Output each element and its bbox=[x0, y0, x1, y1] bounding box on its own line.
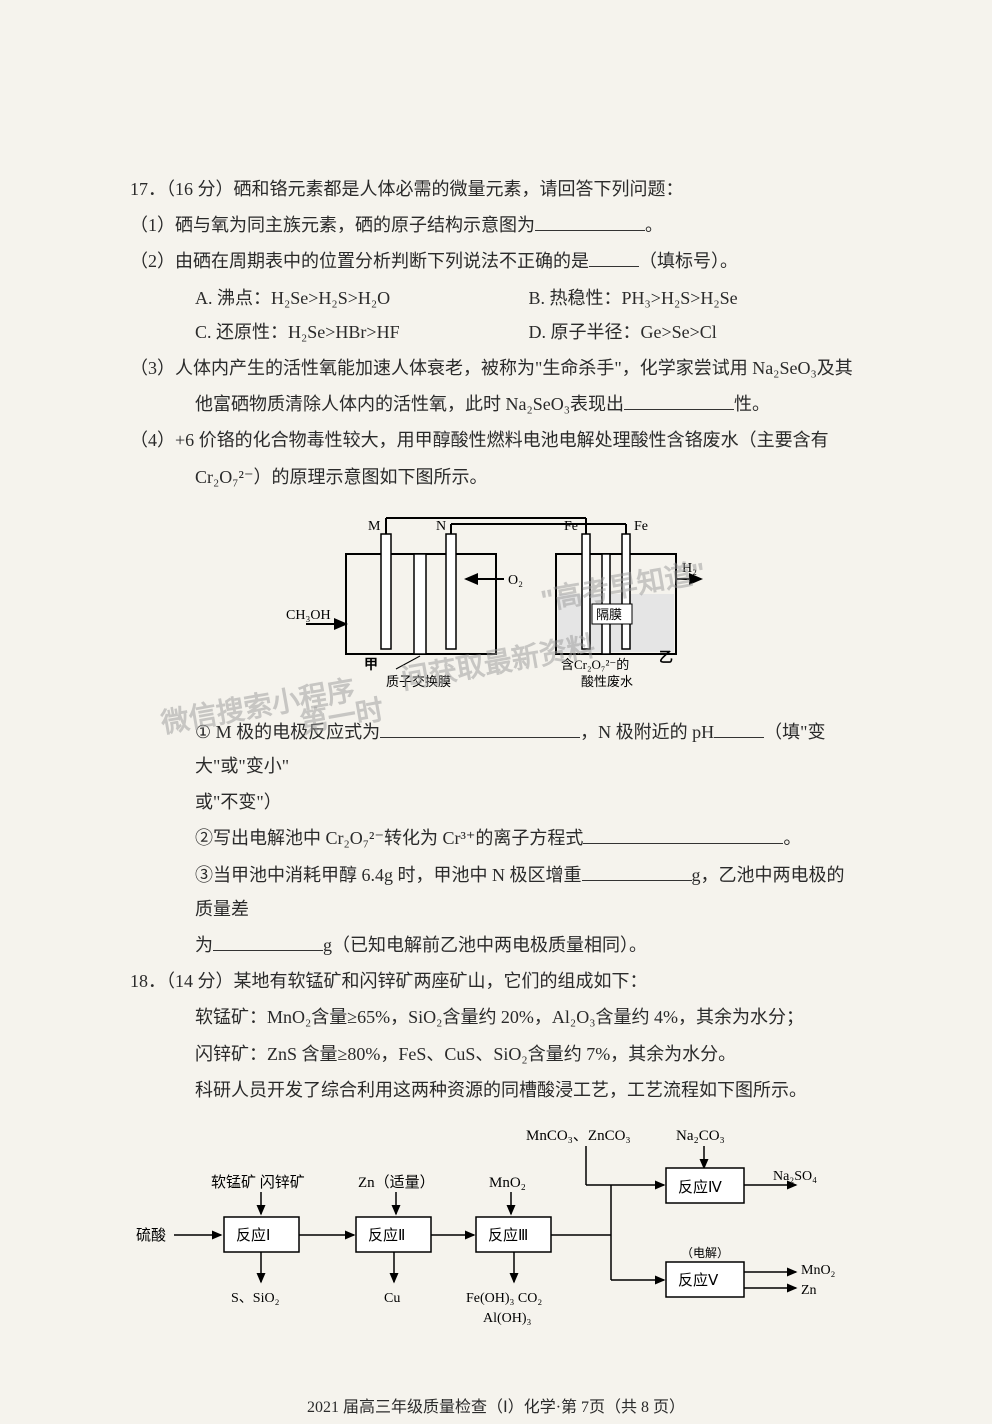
q17-sub3b: 为 g（已知电解前乙池中两电极质量相同）。 bbox=[130, 928, 862, 962]
flow-out-mno2: MnO₂ bbox=[801, 1263, 836, 1278]
blank-atomic-structure bbox=[535, 211, 645, 231]
label-acid2: 酸性废水 bbox=[581, 674, 633, 689]
flow-out-aloh3: Al(OH)₃ bbox=[483, 1311, 532, 1326]
flow-in-ores: 软锰矿 闪锌矿 bbox=[211, 1174, 305, 1191]
blank-ion-eq bbox=[583, 825, 783, 845]
q17-q3d: g（已知电解前乙池中两电极质量相同）。 bbox=[323, 935, 647, 955]
blank-mass-gain bbox=[582, 861, 692, 881]
blank-label bbox=[589, 248, 639, 268]
q17-optB: B. 热稳性：PH₃>H₂S>H₂Se bbox=[529, 281, 863, 315]
flow-out-zn: Zn bbox=[801, 1283, 817, 1298]
flow-out-na2so4: Na₂SO₄ bbox=[773, 1169, 817, 1184]
q17-sub3a: ③当甲池中消耗甲醇 6.4g 时，甲池中 N 极区增重g，乙池中两电极的质量差 bbox=[130, 858, 862, 926]
blank-ph bbox=[714, 718, 764, 738]
label-acid1: 含Cr₂O₇²⁻的 bbox=[561, 657, 629, 672]
flow-box5: 反应Ⅴ bbox=[678, 1271, 719, 1289]
q17-optA: A. 沸点：H₂Se>H₂S>H₂O bbox=[195, 281, 529, 315]
blank-property bbox=[624, 390, 734, 410]
q17-part3b: 他富硒物质清除人体内的活性氧，此时 Na₂SeO₃表现出 性。 bbox=[130, 387, 862, 421]
label-gemo: 隔膜 bbox=[596, 607, 622, 622]
flow-note-electro: （电解） bbox=[681, 1246, 729, 1260]
flow-in-mno2: MnO₂ bbox=[489, 1175, 526, 1191]
q17-part1: （1）硒与氧为同主族元素，硒的原子结构示意图为 。 bbox=[130, 208, 862, 242]
flow-in-na2co3: Na₂CO₃ bbox=[676, 1128, 725, 1144]
q17-q3c: 为 bbox=[195, 935, 213, 955]
label-yi: 乙 bbox=[659, 650, 673, 666]
q17-p2-text: （2）由硒在周期表中的位置分析判断下列说法不正确的是 bbox=[130, 251, 589, 271]
label-H2: H₂ bbox=[682, 561, 697, 576]
label-O2: O₂ bbox=[508, 573, 523, 588]
flow-box4: 反应Ⅳ bbox=[678, 1178, 722, 1196]
page-footer: 2021 届高三年级质量检查（Ⅰ）化学·第 7页（共 8 页） bbox=[130, 1393, 862, 1423]
flow-box2: 反应Ⅱ bbox=[368, 1226, 405, 1244]
q17-sub2: ②写出电解池中 Cr₂O₇²⁻转化为 Cr³⁺的离子方程式 。 bbox=[130, 821, 862, 855]
q17-sub1: ① M 极的电极反应式为，N 极附近的 pH（填"变大"或"变小" bbox=[130, 715, 862, 783]
q17-p3b-end: 性。 bbox=[734, 394, 770, 414]
q17-p3b-text: 他富硒物质清除人体内的活性氧，此时 Na₂SeO₃表现出 bbox=[195, 394, 624, 414]
label-M: M bbox=[368, 519, 381, 534]
q17-q2-end: 。 bbox=[783, 828, 801, 848]
flow-in-h2so4: 硫酸 bbox=[136, 1227, 166, 1244]
q17-sub1d: 或"不变"） bbox=[130, 785, 862, 819]
flow-out-cu: Cu bbox=[384, 1291, 400, 1306]
q17-optD: D. 原子半径：Ge>Se>Cl bbox=[529, 315, 863, 349]
q17-options-row2: C. 还原性：H₂Se>HBr>HF D. 原子半径：Ge>Se>Cl bbox=[130, 315, 862, 349]
flow-box1: 反应Ⅰ bbox=[236, 1226, 270, 1244]
q17-q2: ②写出电解池中 Cr₂O₇²⁻转化为 Cr³⁺的离子方程式 bbox=[195, 828, 583, 848]
q17-p1-end: 。 bbox=[645, 215, 663, 235]
q17-part4a: （4）+6 价铬的化合物毒性较大，用甲醇酸性燃料电池电解处理酸性含铬废水（主要含… bbox=[130, 423, 862, 457]
q17-part4b: Cr₂O₇²⁻）的原理示意图如下图所示。 bbox=[130, 460, 862, 494]
blank-mass-diff bbox=[213, 931, 323, 951]
blank-electrode-eq bbox=[380, 718, 580, 738]
q18-header: 18．（14 分）某地有软锰矿和闪锌矿两座矿山，它们的组成如下： bbox=[130, 964, 862, 998]
flow-in-zn: Zn（适量） bbox=[358, 1174, 435, 1191]
label-jia: 甲 bbox=[364, 657, 378, 673]
label-membrane: 质子交换膜 bbox=[386, 674, 451, 689]
q17-optC: C. 还原性：H₂Se>HBr>HF bbox=[195, 315, 529, 349]
label-N: N bbox=[436, 519, 446, 534]
q18-l2: 闪锌矿：ZnS 含量≥80%，FeS、CuS、SiO₂含量约 7%，其余为水分。 bbox=[130, 1037, 862, 1071]
label-CH3OH: CH₃OH bbox=[286, 608, 331, 623]
q17-q1a: ① M 极的电极反应式为 bbox=[195, 722, 380, 742]
q17-p2-end: （填标号）。 bbox=[639, 251, 738, 271]
flow-box3: 反应Ⅲ bbox=[488, 1226, 528, 1244]
q17-options-row1: A. 沸点：H₂Se>H₂S>H₂O B. 热稳性：PH₃>H₂S>H₂Se bbox=[130, 281, 862, 315]
electrochemistry-diagram: M N CH₃OH O₂ 甲 质子交换膜 Fe Fe H₂ 隔膜 含Cr₂O₇²… bbox=[130, 504, 862, 705]
flow-out-feoh3: Fe(OH)₃ CO₂ bbox=[466, 1291, 542, 1306]
process-flowchart: MnCO₃、ZnCO₃ Na₂CO₃ 软锰矿 闪锌矿 Zn（适量） MnO₂ 硫… bbox=[130, 1122, 862, 1363]
q17-part3a: （3）人体内产生的活性氧能加速人体衰老，被称为"生命杀手"，化学家尝试用 Na₂… bbox=[130, 351, 862, 385]
flow-in-mnco3: MnCO₃、ZnCO₃ bbox=[526, 1128, 631, 1144]
label-Fe1: Fe bbox=[564, 519, 578, 534]
flow-out-s-sio2: S、SiO₂ bbox=[231, 1291, 280, 1306]
q17-part2: （2）由硒在周期表中的位置分析判断下列说法不正确的是 （填标号）。 bbox=[130, 244, 862, 278]
label-Fe2: Fe bbox=[634, 519, 648, 534]
q17-header: 17．（16 分）硒和铬元素都是人体必需的微量元素，请回答下列问题： bbox=[130, 172, 862, 206]
q17-q1b: ，N 极附近的 pH bbox=[580, 722, 714, 742]
q17-p1-text: （1）硒与氧为同主族元素，硒的原子结构示意图为 bbox=[130, 215, 535, 235]
q17-q3a: ③当甲池中消耗甲醇 6.4g 时，甲池中 N 极区增重 bbox=[195, 865, 582, 885]
q18-l1: 软锰矿：MnO₂含量≥65%，SiO₂含量约 20%，Al₂O₃含量约 4%，其… bbox=[130, 1000, 862, 1034]
q18-l3: 科研人员开发了综合利用这两种资源的同槽酸浸工艺，工艺流程如下图所示。 bbox=[130, 1073, 862, 1107]
